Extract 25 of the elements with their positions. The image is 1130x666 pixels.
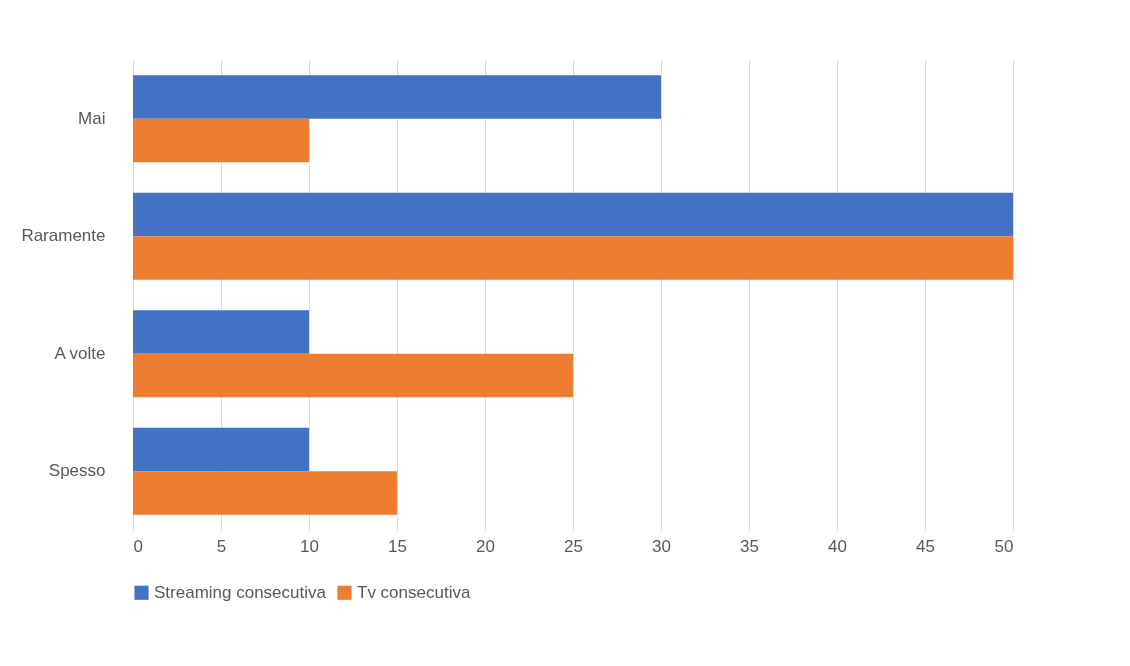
x-tick-label: 35	[740, 536, 759, 556]
x-tick-label: 20	[476, 536, 495, 556]
x-tick-label: 40	[828, 536, 847, 556]
bar	[133, 192, 1013, 237]
legend-label: Streaming consecutiva	[154, 582, 327, 602]
y-tick-label: Spesso	[48, 461, 106, 481]
bar	[133, 75, 661, 119]
y-tick-label: Raramente	[21, 226, 106, 246]
x-tick-label: 50	[994, 536, 1014, 556]
bar	[133, 236, 1013, 280]
y-tick-label: A volte	[54, 343, 106, 363]
x-tick-label: 5	[216, 536, 227, 556]
bar	[133, 118, 309, 163]
y-tick-label: Mai	[78, 108, 106, 128]
bar	[133, 427, 309, 472]
x-tick-label: 10	[300, 536, 319, 556]
x-tick-label: 15	[388, 536, 407, 556]
x-tick-label: 45	[916, 536, 935, 556]
x-tick-label: 25	[564, 536, 583, 556]
bar	[133, 310, 309, 354]
legend-label: Tv consecutiva	[357, 582, 471, 602]
x-tick-label: 30	[652, 536, 671, 556]
bar	[133, 471, 397, 515]
x-tick-label: 0	[133, 536, 143, 556]
bar	[133, 353, 573, 398]
